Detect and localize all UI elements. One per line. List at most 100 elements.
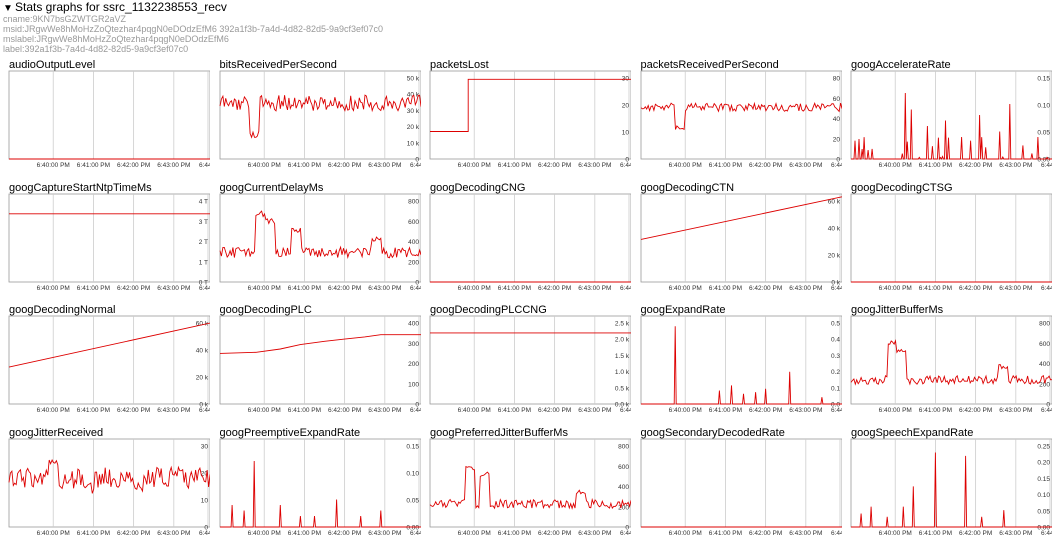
graph-panel-googSecondaryDecodedRate: googSecondaryDecodedRate 6:40:00 PM 6:41:0… xyxy=(632,424,842,546)
y-tick-label: 0.2 xyxy=(830,369,839,376)
plot-area xyxy=(8,193,210,282)
y-tick-label: 40 k xyxy=(827,225,840,232)
x-tick-label: 6:41:00 PM xyxy=(77,285,110,292)
x-tick-label: 6:44:0 xyxy=(409,162,420,169)
x-tick-label: 6:40:00 PM xyxy=(247,407,280,414)
y-tick-label: 400 xyxy=(408,239,419,246)
y-tick-label: 0.5 k xyxy=(615,385,630,392)
graph-title: audioOutputLevel xyxy=(9,59,96,71)
y-tick-label: 0 xyxy=(836,157,840,164)
y-tick-label: 0.25 xyxy=(1037,443,1050,450)
stats-summary-toggle[interactable]: ▼ Stats graphs for ssrc_1132238553_recv xyxy=(3,0,1053,14)
y-tick-label: 30 xyxy=(201,443,209,450)
y-tick-label: 20 k xyxy=(196,375,209,382)
graph-panel-googSpeechExpandRate: googSpeechExpandRate 6:40:00 PM 6:41:00 PM… xyxy=(842,424,1052,546)
y-tick-label: 0.05 xyxy=(1037,130,1050,137)
graph-panel-googCaptureStartNtpTimeMs: googCaptureStartNtpTimeMs 6:40:00 PM 6:41:… xyxy=(0,179,210,301)
x-tick-label: 6:40:00 PM xyxy=(37,407,70,414)
label-line: label:392a1f3b-7a4d-4d82-82d5-9a9cf3ef07… xyxy=(3,44,189,54)
x-tick-label: 6:42:00 PM xyxy=(538,285,571,292)
graph-title: bitsReceivedPerSecond xyxy=(219,59,337,71)
x-tick-label: 6:43:00 PM xyxy=(368,530,401,537)
series-line xyxy=(219,334,421,354)
y-tick-label: 2.0 k xyxy=(615,337,630,344)
x-tick-label: 6:44:0 xyxy=(199,285,210,292)
graph-title: googDecodingCNG xyxy=(430,181,526,194)
graph-title: googJitterBufferMs xyxy=(851,304,944,316)
graph-panel-googDecodingPLCCNG: googDecodingPLCCNG 6:40:00 PM 6:41:00 PM 6:… xyxy=(421,301,631,423)
x-tick-label: 6:44:0 xyxy=(199,530,210,537)
x-tick-label: 6:44:0 xyxy=(409,530,420,537)
x-tick-label: 6:44:0 xyxy=(409,285,420,292)
graph-canvas: 6:40:00 PM 6:41:00 PM 6:42:00 PM 6:43:00 PM… xyxy=(850,70,1052,169)
y-tick-label: 200 xyxy=(1039,381,1050,388)
x-tick-label: 6:43:00 PM xyxy=(368,162,401,169)
x-tick-label: 6:41:00 PM xyxy=(708,530,741,537)
y-tick-label: 0 xyxy=(204,524,208,531)
graph-panel-googDecodingNormal: googDecodingNormal 6:40:00 PM 6:41:00 PM 6:… xyxy=(0,301,210,423)
x-tick-label: 6:41:00 PM xyxy=(708,162,741,169)
y-tick-label: 60 k xyxy=(196,321,209,328)
x-tick-label: 6:44:0 xyxy=(1041,162,1052,169)
x-tick-label: 6:42:00 PM xyxy=(538,162,571,169)
x-tick-label: 6:40:00 PM xyxy=(668,530,701,537)
y-tick-label: 600 xyxy=(1039,341,1050,348)
x-tick-label: 6:40:00 PM xyxy=(879,407,912,414)
y-tick-label: 3 T xyxy=(199,218,208,225)
x-tick-label: 6:44:0 xyxy=(620,162,631,169)
x-tick-label: 6:40:00 PM xyxy=(247,530,280,537)
x-tick-label: 6:40:00 PM xyxy=(458,162,491,169)
x-tick-label: 6:41:00 PM xyxy=(919,285,952,292)
x-tick-label: 6:44:0 xyxy=(1041,285,1052,292)
x-tick-label: 6:44:0 xyxy=(620,407,631,414)
x-tick-label: 6:41:00 PM xyxy=(77,530,110,537)
y-tick-label: 0.10 xyxy=(406,470,419,477)
graph-title: googCurrentDelayMs xyxy=(219,181,324,194)
graph-panel-googDecodingCTSG: googDecodingCTSG 6:40:00 PM 6:41:00 PM 6:42… xyxy=(842,179,1052,301)
disclosure-triangle-icon[interactable]: ▼ xyxy=(3,3,13,14)
x-tick-label: 6:44:0 xyxy=(830,407,841,414)
x-tick-label: 6:41:00 PM xyxy=(498,407,531,414)
x-tick-label: 6:44:0 xyxy=(409,407,420,414)
y-tick-label: 0 k xyxy=(831,279,840,286)
graph-panel-googCurrentDelayMs: googCurrentDelayMs 6:40:00 PM 6:41:00 PM 6:… xyxy=(211,179,421,301)
graph-panel-googDecodingPLC: googDecodingPLC 6:40:00 PM 6:41:00 PM 6:42:… xyxy=(211,301,421,423)
x-tick-label: 6:41:00 PM xyxy=(498,530,531,537)
series-line xyxy=(851,451,1052,527)
x-tick-label: 6:40:00 PM xyxy=(879,162,912,169)
plot-area xyxy=(8,70,210,160)
stats-summary-label: Stats graphs for ssrc_1132238553_recv xyxy=(15,0,227,14)
graph-title: googPreemptiveExpandRate xyxy=(219,426,361,439)
series-line xyxy=(8,458,210,494)
graph-panel-googJitterBufferMs: googJitterBufferMs 6:40:00 PM 6:41:00 PM 6:… xyxy=(842,301,1052,423)
x-tick-label: 6:43:00 PM xyxy=(789,285,822,292)
x-tick-label: 6:42:00 PM xyxy=(117,162,150,169)
graph-panel-audioOutputLevel: audioOutputLevel 6:40:00 PM 6:41:00 PM 6:42… xyxy=(0,56,210,178)
x-tick-label: 6:42:00 PM xyxy=(117,407,150,414)
y-tick-label: 1.5 k xyxy=(615,353,630,360)
y-tick-label: 1 T xyxy=(199,259,208,266)
y-tick-label: 200 xyxy=(408,361,419,368)
y-tick-label: 50 k xyxy=(406,76,419,83)
plot-area xyxy=(219,70,421,160)
x-tick-label: 6:40:00 PM xyxy=(37,162,70,169)
y-tick-label: 4 T xyxy=(199,198,208,205)
graph-title: googDecodingPLC xyxy=(219,304,312,316)
x-tick-label: 6:43:00 PM xyxy=(578,285,611,292)
x-tick-label: 6:41:00 PM xyxy=(708,285,741,292)
x-tick-label: 6:40:00 PM xyxy=(879,285,912,292)
x-tick-label: 6:43:00 PM xyxy=(157,162,190,169)
x-tick-label: 6:40:00 PM xyxy=(37,530,70,537)
y-tick-label: 800 xyxy=(1039,321,1050,328)
x-tick-label: 6:43:00 PM xyxy=(578,407,611,414)
x-tick-label: 6:40:00 PM xyxy=(668,407,701,414)
y-tick-label: 0 xyxy=(625,157,629,164)
graph-panel-googJitterReceived: googJitterReceived 6:40:00 PM 6:41:00 PM 6:… xyxy=(0,424,210,546)
x-tick-label: 6:42:00 PM xyxy=(538,407,571,414)
y-tick-label: 20 k xyxy=(827,252,840,259)
graph-canvas: 6:40:00 PM 6:41:00 PM 6:42:00 PM 6:43:00 PM… xyxy=(850,193,1052,292)
y-tick-label: 300 xyxy=(408,341,419,348)
y-tick-label: 0.3 xyxy=(830,353,839,360)
x-tick-label: 6:41:00 PM xyxy=(919,407,952,414)
x-tick-label: 6:40:00 PM xyxy=(458,407,491,414)
